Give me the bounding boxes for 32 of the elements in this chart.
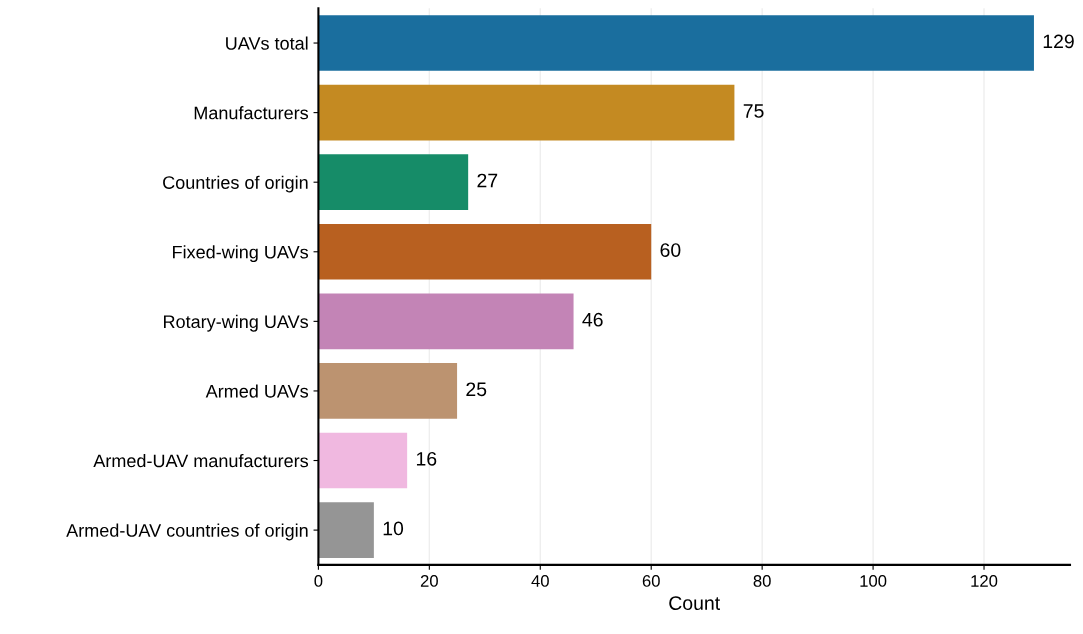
y-tick-label: UAVs total — [226, 36, 308, 50]
x-tick-label: 20 — [420, 575, 438, 587]
data-label: 129 — [1043, 34, 1074, 49]
bar — [318, 363, 458, 419]
y-tick-label: Rotary-wing UAVs — [164, 314, 309, 332]
bar — [318, 84, 735, 141]
x-tick-label: 80 — [753, 575, 771, 587]
data-label: 75 — [743, 104, 764, 118]
bar — [318, 432, 408, 489]
x-tick-label: 40 — [531, 575, 549, 587]
data-label: 27 — [477, 173, 498, 188]
y-tick-label: Armed UAVs — [205, 384, 309, 398]
data-label: 46 — [582, 312, 603, 327]
x-tick-label: 0 — [314, 575, 323, 587]
x-tick-label: 100 — [860, 575, 887, 587]
y-tick-label: Armed-UAV countries of origin — [66, 523, 308, 541]
bar — [318, 15, 1034, 71]
x-axis-title: Count — [669, 596, 720, 610]
data-label: 60 — [660, 243, 681, 257]
bar — [318, 293, 574, 350]
y-tick-label: Armed-UAV manufacturers — [93, 453, 309, 468]
data-label: 16 — [416, 451, 437, 466]
bar — [318, 502, 374, 558]
y-tick-label: Manufacturers — [194, 106, 309, 120]
x-tick-label: 120 — [971, 575, 998, 587]
y-tick-label: Countries of origin — [163, 175, 308, 193]
data-label: 25 — [466, 382, 487, 397]
data-label: 10 — [383, 521, 404, 536]
y-tick-label: Fixed-wing UAVs — [173, 245, 309, 263]
bar — [318, 223, 652, 280]
bar — [318, 154, 469, 211]
x-tick-label: 60 — [642, 575, 660, 587]
